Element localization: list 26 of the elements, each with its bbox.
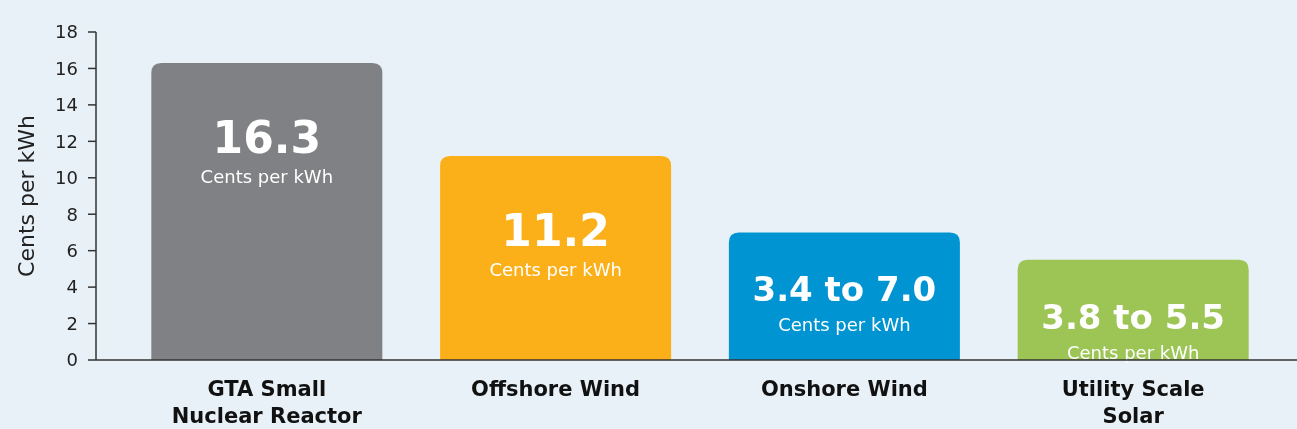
y-tick-label: 16 bbox=[55, 57, 78, 79]
y-tick-label: 6 bbox=[66, 239, 78, 261]
y-tick-label: 14 bbox=[55, 94, 78, 116]
annotation: Cents per kWh bbox=[1066, 341, 1200, 363]
y-tick-label: 4 bbox=[66, 276, 78, 298]
x-tick-label: Utility Scale Solar bbox=[1061, 377, 1205, 428]
bar bbox=[440, 155, 672, 360]
annotation: Cents per kWh bbox=[778, 314, 911, 336]
data-label: 3.8 to 5.5 bbox=[1041, 296, 1226, 337]
x-tick-label: Offshore Wind bbox=[471, 377, 641, 401]
y-tick-label: 0 bbox=[66, 349, 78, 371]
x-tick-label: GTA Small Nuclear Reactor bbox=[171, 377, 363, 428]
y-tick-label: 10 bbox=[55, 167, 78, 189]
annotation: Cents per kWh bbox=[200, 165, 334, 187]
data-label: 16.3 bbox=[212, 111, 322, 163]
y-tick-label: 12 bbox=[55, 130, 78, 152]
data-label: 11.2 bbox=[501, 204, 610, 256]
bar bbox=[151, 62, 383, 360]
y-tick-label: 8 bbox=[66, 203, 78, 225]
data-label: 3.4 to 7.0 bbox=[752, 269, 937, 310]
x-tick-label: Onshore Wind bbox=[760, 377, 928, 401]
y-tick-label: 2 bbox=[66, 312, 78, 334]
y-axis-title: Cents per kWh bbox=[14, 115, 39, 277]
y-tick-label: 18 bbox=[55, 21, 78, 43]
bar bbox=[728, 232, 960, 360]
annotation: Cents per kWh bbox=[489, 258, 622, 280]
